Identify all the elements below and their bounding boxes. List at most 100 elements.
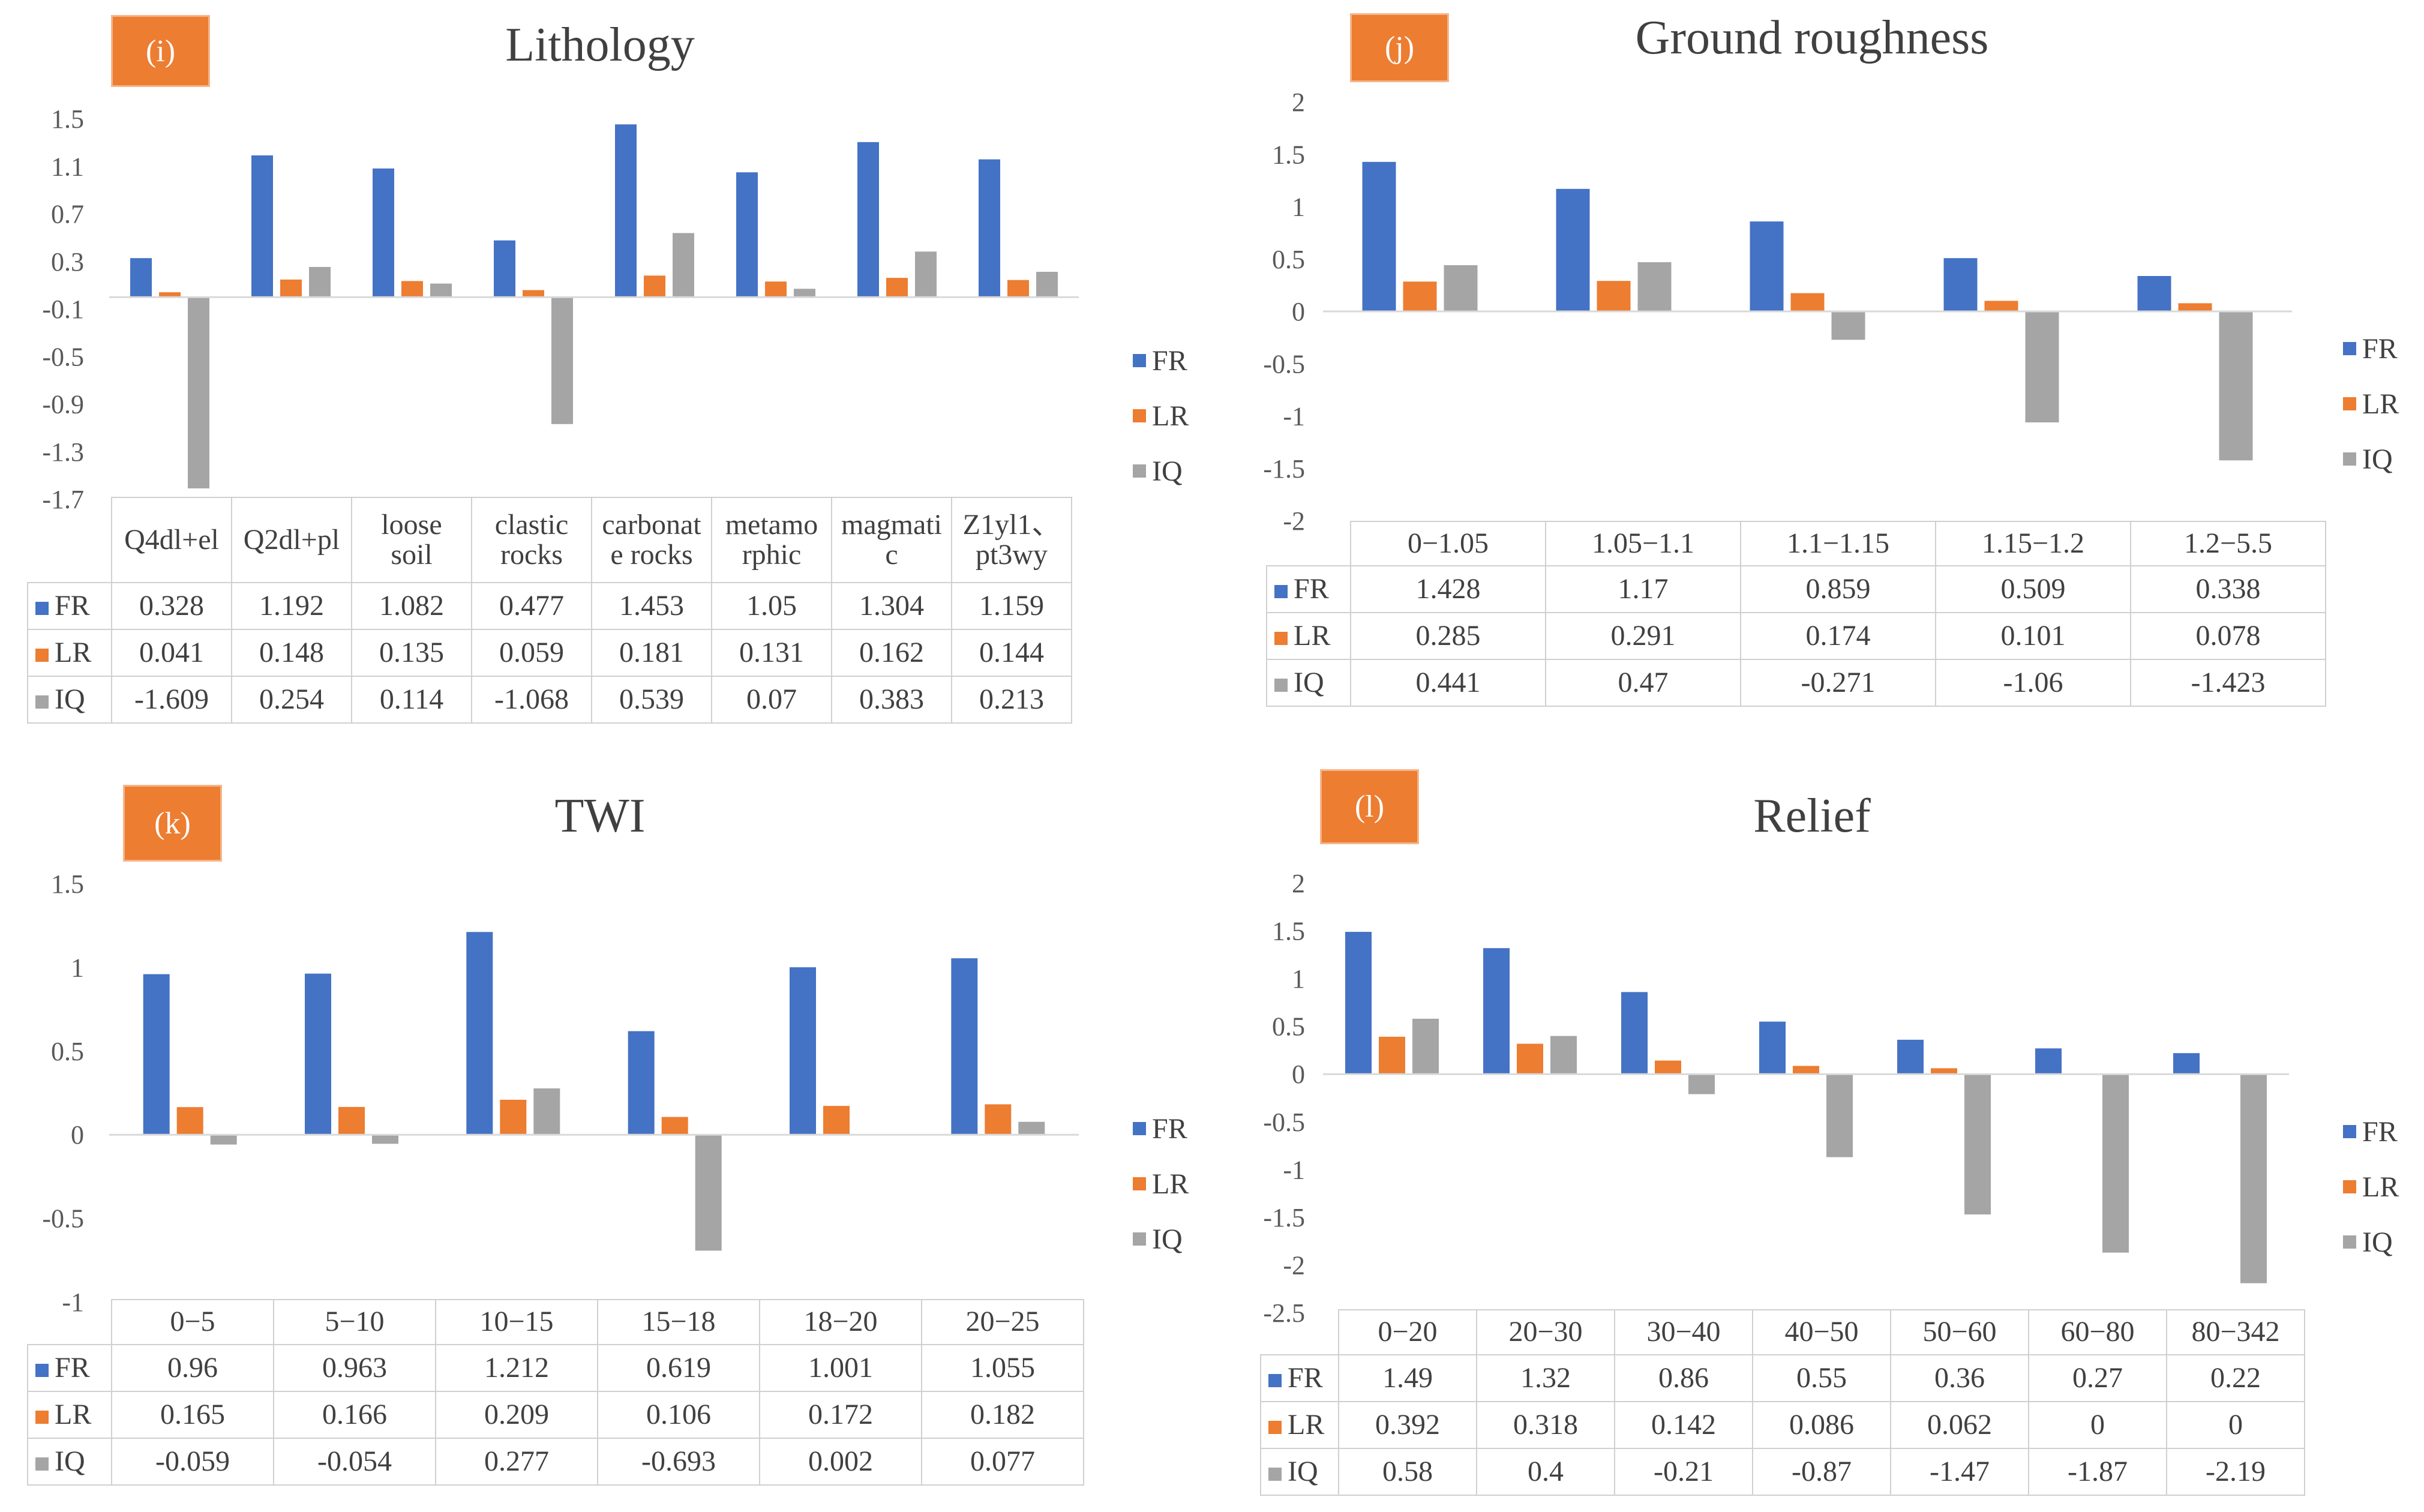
legend-swatch xyxy=(1268,1420,1282,1434)
y-tick-label: -2 xyxy=(1283,1250,1305,1280)
table-header-row: 0−1.05 1.05−1.1 1.1−1.15 1.15−1.2 1.2−5.5 xyxy=(1267,521,2326,566)
table-value-cell: 0.165 xyxy=(111,1391,274,1439)
bar-fr xyxy=(494,240,515,298)
y-tick-label: 1.5 xyxy=(1272,140,1305,169)
bar-lr xyxy=(886,278,908,298)
bar-plot: 1.51.10.70.3-0.1-0.5-0.9-1.3-1.7 xyxy=(42,104,1079,514)
legend-label: LR xyxy=(1152,400,1189,432)
bar-iq xyxy=(309,266,331,298)
y-tick-label: 1.5 xyxy=(51,869,84,899)
table-value-cell: -1.068 xyxy=(471,676,592,724)
table-value-cell: 0.062 xyxy=(1890,1401,2029,1449)
table-row-lr: LR 0.165 0.166 0.209 0.106 0.172 0.182 xyxy=(27,1391,1084,1439)
bar-lr xyxy=(523,290,544,298)
y-tick-label: -0.1 xyxy=(42,295,84,324)
chart-panel-4: (l) Relief 2 1.5 1 0.5 0 -0.5 -1 -1.5 -2 -2.5 FR LR IQ… xyxy=(1212,756,2424,1512)
table-header-cell: metamo rphic xyxy=(711,497,832,583)
y-tick-label: 0 xyxy=(1292,297,1305,326)
table-value-cell: 0.254 xyxy=(231,676,352,724)
table-value-cell: 0.859 xyxy=(1740,565,1936,613)
table-row-header: IQ xyxy=(1266,659,1351,707)
table-header-cell: 80−342 xyxy=(2166,1309,2305,1355)
bar-lr xyxy=(1007,280,1029,298)
table-value-cell: 1.05 xyxy=(711,582,832,630)
series-name: FR xyxy=(55,589,90,622)
table-value-cell: -0.054 xyxy=(273,1438,436,1486)
table-value-cell: 0.291 xyxy=(1545,612,1741,660)
table-value-cell: -0.059 xyxy=(111,1438,274,1486)
bar-fr xyxy=(1621,992,1648,1075)
header-line: e rocks xyxy=(610,539,693,571)
legend-swatch xyxy=(1133,354,1146,367)
legend-swatch xyxy=(2343,342,2356,355)
table-header-cell: 50−60 xyxy=(1890,1309,2029,1355)
series-name: LR xyxy=(1288,1408,1325,1441)
table-header-cell: 5−10 xyxy=(273,1299,436,1345)
header-line: 1.2−5.5 xyxy=(2183,527,2273,559)
table-value-cell: 0.114 xyxy=(351,676,472,724)
bar-iq xyxy=(372,1135,398,1144)
y-tick-label: -1 xyxy=(1283,1155,1305,1184)
y-tick-label: 0 xyxy=(71,1120,84,1150)
table-value-cell: 0.059 xyxy=(471,629,592,677)
table-value-cell: 0.135 xyxy=(351,629,472,677)
legend-swatch xyxy=(1274,584,1288,598)
panel-label-badge: (k) xyxy=(123,785,222,862)
legend-label: IQ xyxy=(1152,455,1183,487)
legend-item-lr: LR xyxy=(2343,376,2399,431)
header-line: 80−342 xyxy=(2191,1316,2280,1348)
bar-lr xyxy=(1517,1043,1543,1075)
series-name: LR xyxy=(1294,619,1331,652)
bar-iq xyxy=(794,289,815,298)
legend-swatch xyxy=(2343,1180,2356,1193)
bar-fr xyxy=(1943,258,1978,311)
bar-fr xyxy=(2137,276,2171,311)
bar-fr xyxy=(857,142,879,298)
bar-lr xyxy=(765,281,787,298)
table-value-cell: 1.159 xyxy=(951,582,1072,630)
table-value-cell: -0.87 xyxy=(1752,1448,1891,1496)
table-header-cell: loose soil xyxy=(351,497,472,583)
data-table: 0−20 20−30 30−40 40−50 50−60 60−80 80−342 FR 1.4… xyxy=(1260,1309,2305,1496)
bar-fr xyxy=(790,967,816,1135)
bar-fr xyxy=(130,258,152,298)
table-row-lr: LR 0.285 0.291 0.174 0.101 0.078 xyxy=(1266,612,2326,660)
bar-iq xyxy=(1964,1074,1991,1215)
table-row-header: FR xyxy=(1260,1354,1339,1402)
series-name: IQ xyxy=(55,683,85,715)
chart-title: TWI xyxy=(554,790,646,842)
table-value-cell: 0.077 xyxy=(921,1438,1084,1486)
chart-legend: FR LR IQ xyxy=(2343,321,2399,487)
header-line: Q2dl+pl xyxy=(243,523,340,556)
header-line: 0−1.05 xyxy=(1407,527,1489,559)
table-value-cell: 0.55 xyxy=(1752,1354,1891,1402)
table-row-fr: FR 0.96 0.963 1.212 0.619 1.001 1.055 xyxy=(27,1344,1084,1392)
table-value-cell: 1.082 xyxy=(351,582,472,630)
bar-lr xyxy=(1655,1060,1681,1075)
table-header-cell: carbonat e rocks xyxy=(591,497,712,583)
y-tick-label: 1.5 xyxy=(51,104,84,134)
bar-lr xyxy=(644,275,665,298)
table-value-cell: -1.423 xyxy=(2130,659,2326,707)
table-row-header: FR xyxy=(27,582,112,630)
header-line: 1.15−1.2 xyxy=(1981,527,2085,559)
header-line: metamo xyxy=(725,508,818,541)
table-value-cell: 0.209 xyxy=(435,1391,598,1439)
legend-swatch xyxy=(2343,1125,2356,1138)
header-line: loose xyxy=(381,508,442,541)
chart-legend: FR LR IQ xyxy=(2343,1104,2399,1270)
table-header-cell: 0−1.05 xyxy=(1350,521,1546,566)
header-line: 40−50 xyxy=(1784,1316,1859,1348)
legend-label: FR xyxy=(2362,1115,2398,1148)
table-header-cell: 0−20 xyxy=(1338,1309,1477,1355)
table-value-cell: 1.192 xyxy=(231,582,352,630)
bar-iq xyxy=(1826,1074,1853,1157)
legend-swatch xyxy=(1268,1373,1282,1387)
header-line: 0−20 xyxy=(1378,1316,1438,1348)
bar-fr xyxy=(143,974,170,1135)
header-line: 15−18 xyxy=(641,1306,716,1338)
bar-fr xyxy=(1759,1021,1786,1075)
y-tick-label: 0.5 xyxy=(1272,1012,1305,1042)
series-name: IQ xyxy=(55,1445,85,1477)
bar-iq xyxy=(1831,311,1865,340)
